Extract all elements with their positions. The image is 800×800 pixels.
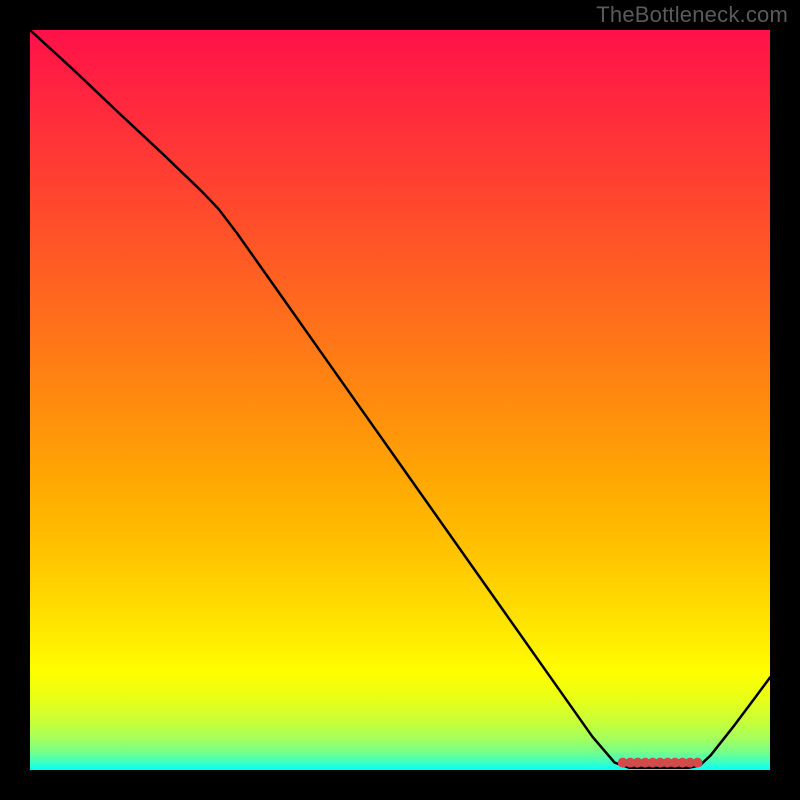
chart-overlay	[30, 30, 770, 770]
optimal-zone-marker	[692, 758, 702, 768]
series-group	[30, 30, 770, 768]
watermark-text: TheBottleneck.com	[596, 2, 788, 28]
marker-band-group	[618, 758, 703, 768]
bottleneck-curve	[30, 30, 770, 768]
plot-area	[30, 30, 770, 770]
chart-canvas: TheBottleneck.com	[0, 0, 800, 800]
